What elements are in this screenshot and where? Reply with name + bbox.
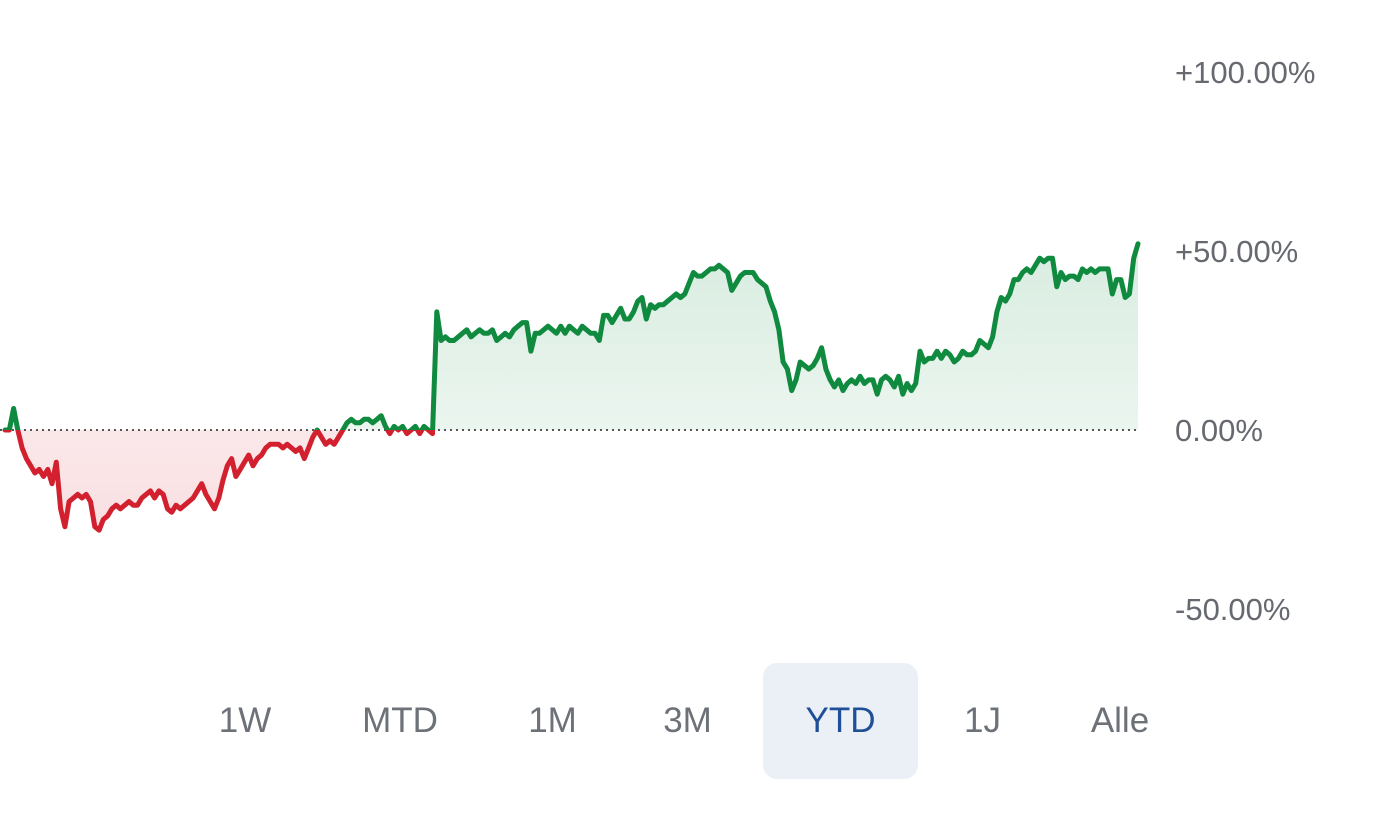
range-3m-button[interactable]: 3M xyxy=(663,701,712,740)
y-tick-label: +50.00% xyxy=(1175,234,1298,269)
range-1w-button[interactable]: 1W xyxy=(218,701,272,740)
range-1m-button[interactable]: 1M xyxy=(528,701,577,740)
series-line-positive xyxy=(2,241,1141,430)
range-1j-button[interactable]: 1J xyxy=(964,701,1001,740)
series-line-negative xyxy=(2,430,436,533)
y-tick-label: +100.00% xyxy=(1175,55,1315,90)
range-selector: 1W MTD 1M 3M YTD 1J Alle xyxy=(180,663,1180,779)
range-alle-button[interactable]: Alle xyxy=(1090,701,1150,740)
range-mtd-button[interactable]: MTD xyxy=(362,701,438,740)
y-tick-label: -50.00% xyxy=(1175,592,1290,627)
performance-chart: +100.00% +50.00% 0.00% -50.00% xyxy=(0,55,1315,627)
negative-area xyxy=(5,430,1138,531)
y-tick-label: 0.00% xyxy=(1175,413,1263,448)
range-ytd-button[interactable]: YTD xyxy=(763,663,918,779)
